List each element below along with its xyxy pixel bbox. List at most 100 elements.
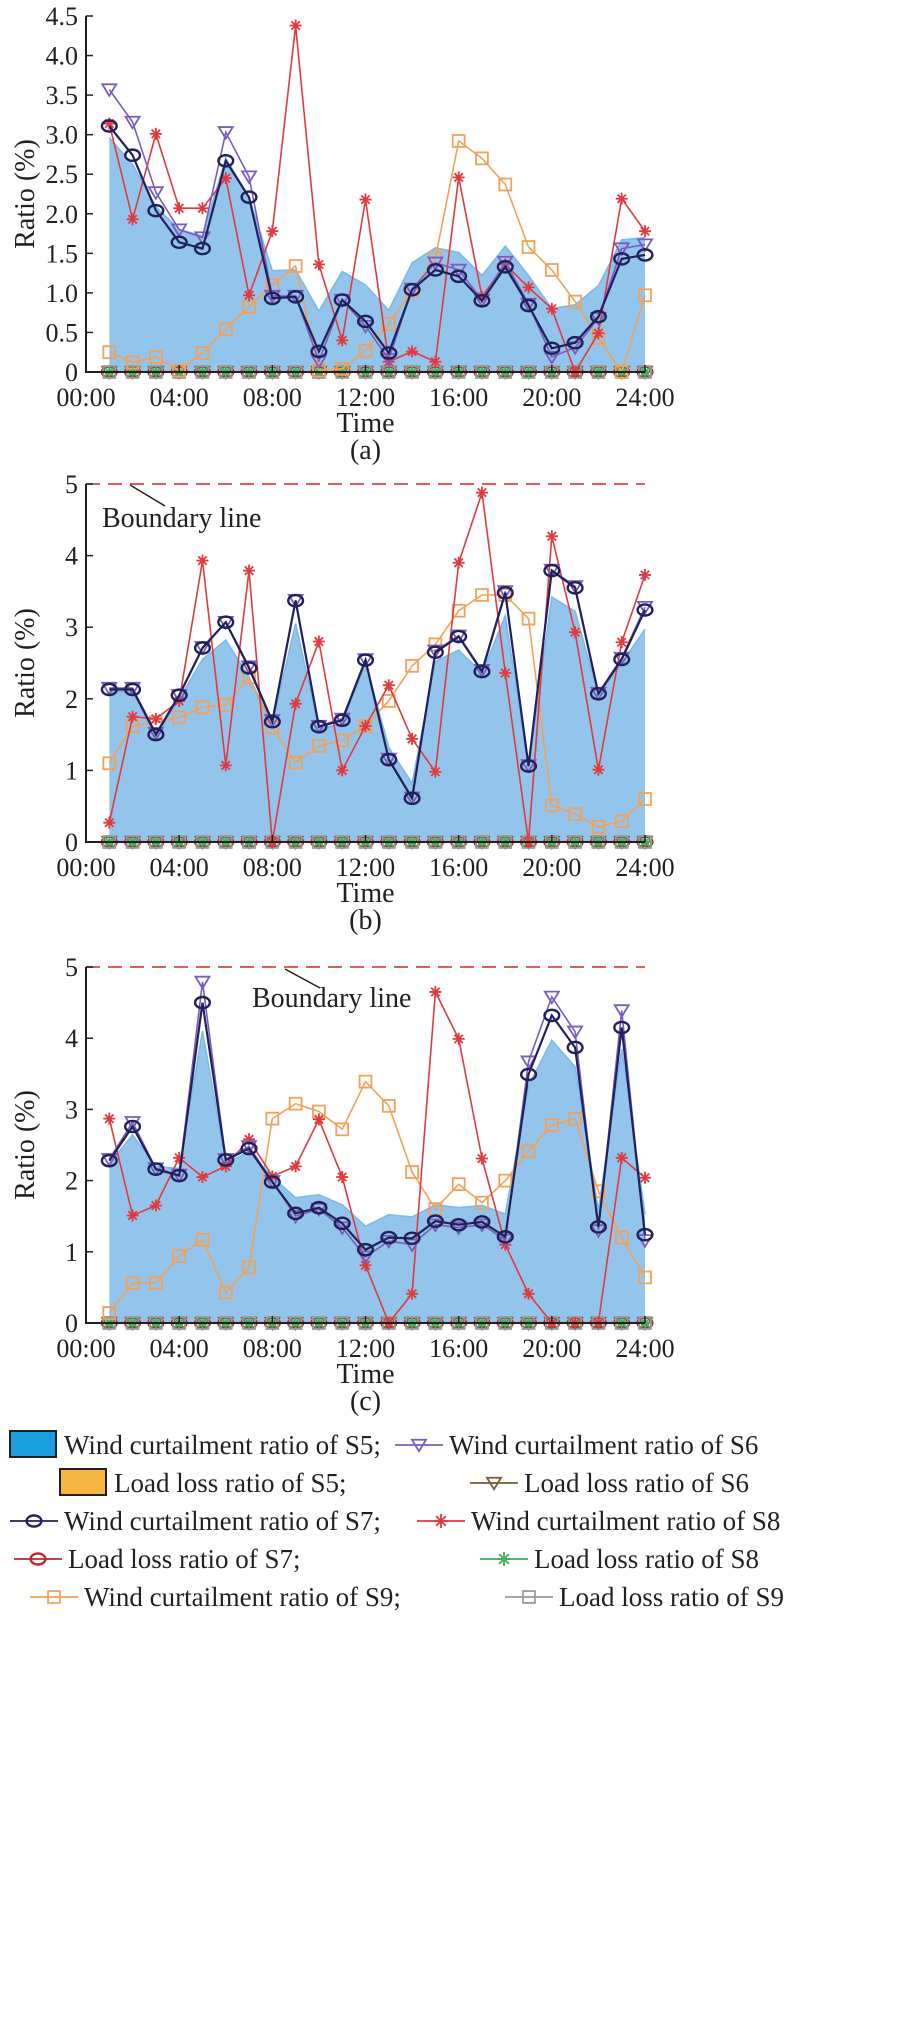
legend-symbol-ws6: [395, 1438, 443, 1454]
line-ws7: [108, 125, 646, 356]
point-ws9-21: [568, 1111, 582, 1126]
point-ws7-14: [403, 791, 421, 806]
x-tick-label: 08:00: [243, 853, 302, 882]
x-axis-label: Time: [336, 878, 394, 909]
point-ws9-19: [521, 240, 536, 254]
y-tick-label: 0: [65, 828, 78, 857]
y-tick-label: 5: [65, 470, 78, 499]
point-ws7-6: [217, 1153, 235, 1167]
point-ws8-7: [243, 564, 256, 577]
point-ws8-6: [219, 172, 232, 185]
point-ws7-8: [263, 714, 281, 729]
point-ws8-2: [126, 213, 139, 226]
point-ws9-12: [358, 343, 373, 358]
y-tick-label: 4: [65, 542, 78, 571]
point-ws7-23: [613, 252, 631, 266]
chart-panel-1: 0 0.5 1.0 1.5 2.0 2.5 3.0 3.5 4.0 4.5 00:00 04:00 08…: [10, 2, 675, 466]
legend-marker-ls8: [497, 1552, 511, 1566]
point-ws7-11: [333, 293, 351, 307]
point-ws9-3: [149, 1276, 163, 1290]
point-ws6-15: [426, 256, 444, 271]
point-ws9-1: [102, 1306, 117, 1320]
x-tick-label: 24:00: [615, 383, 674, 412]
series-ws7: [100, 119, 654, 360]
x-tick-label: 00:00: [56, 1334, 115, 1363]
point-ws8-16: [452, 1032, 465, 1045]
x-tick-label: 04:00: [150, 1334, 209, 1363]
legend-symbol-ls8: [480, 1552, 528, 1566]
point-ws6-20: [543, 350, 561, 366]
y-tick-label: 3: [65, 1095, 78, 1124]
y-tick-label: 2: [65, 685, 78, 714]
legend-marker-ls6: [485, 1476, 503, 1492]
point-ws7-3: [147, 1162, 165, 1177]
point-ws8-13: [382, 355, 395, 368]
point-ws8-23: [615, 192, 628, 205]
boundary-leader: [129, 484, 166, 507]
point-ws9-5: [195, 700, 210, 715]
point-ws7-12: [356, 314, 375, 329]
x-tick-label: 16:00: [429, 853, 488, 882]
chart-panel-3: Boundary line 0 1 2 3 4 5 00:00 04:00 08:00 12:00 1…: [10, 953, 675, 1417]
point-ws8-12: [359, 720, 372, 733]
point-ws7-20: [543, 1008, 561, 1023]
legend-symbol-ws5: [9, 1430, 57, 1458]
point-ws7-20: [543, 341, 561, 356]
point-ws9-6: [218, 322, 233, 337]
point-ws8-9: [289, 1160, 302, 1173]
point-ws7-1: [100, 119, 118, 133]
point-ws7-16: [450, 1217, 468, 1232]
point-ws6-19: [519, 297, 538, 313]
point-ws9-24: [638, 792, 652, 806]
point-ws6-2: [123, 115, 142, 131]
point-ws7-15: [426, 1214, 444, 1228]
point-ws7-7: [240, 190, 258, 204]
point-ws7-23: [613, 1020, 631, 1035]
point-ws8-22: [592, 327, 605, 340]
legend-label-ws7: Wind curtailment ratio of S7;: [64, 1506, 381, 1536]
legend-marker-ws9: [47, 1590, 61, 1604]
point-ws6-4: [170, 223, 188, 238]
x-tick-label: 20:00: [522, 853, 581, 882]
x-tick-label: 12:00: [336, 853, 395, 882]
point-ws7-10: [310, 1200, 328, 1215]
line-ws9: [108, 1080, 646, 1314]
point-ws8-12: [359, 193, 372, 206]
legend-marker-ws8: [434, 1514, 448, 1528]
point-ws8-10: [312, 635, 325, 648]
point-ws7-2: [124, 682, 142, 697]
point-ws8-17: [475, 290, 488, 303]
point-ws6-16: [450, 1221, 468, 1236]
x-tick-label: 08:00: [243, 383, 302, 412]
point-ws6-5: [193, 975, 212, 990]
point-ws7-17: [473, 1215, 491, 1229]
point-ws7-10: [310, 719, 328, 734]
point-ws7-6: [217, 153, 235, 168]
point-ws8-12: [359, 1259, 372, 1272]
point-ws7-21: [566, 1040, 584, 1055]
point-ws9-12: [358, 1074, 373, 1089]
point-ws7-3: [147, 727, 165, 742]
point-ws8-24: [639, 225, 651, 238]
point-ws6-8: [263, 289, 281, 305]
series-ws7: [100, 563, 654, 806]
legend-label-ls5: Load loss ratio of S5;: [114, 1468, 346, 1498]
point-ws7-19: [519, 1067, 538, 1082]
point-ws6-9: [287, 1210, 305, 1225]
y-tick-label: 1: [65, 756, 78, 785]
point-ws8-20: [545, 530, 558, 543]
point-ws8-13: [382, 679, 395, 692]
point-ws9-13: [381, 694, 396, 708]
point-ws8-20: [545, 302, 558, 315]
line-ws6: [108, 981, 646, 1258]
point-ws7-24: [636, 1227, 654, 1242]
point-ws9-5: [195, 1232, 210, 1247]
panel-label: (b): [349, 905, 382, 936]
point-ws9-9: [288, 1096, 303, 1111]
point-ws7-24: [636, 248, 654, 262]
point-ws8-22: [592, 763, 605, 776]
point-ws8-14: [406, 345, 419, 358]
point-ws9-1: [102, 345, 117, 360]
legend-label-ls7: Load loss ratio of S7;: [68, 1544, 300, 1574]
point-ws8-18: [499, 258, 512, 271]
